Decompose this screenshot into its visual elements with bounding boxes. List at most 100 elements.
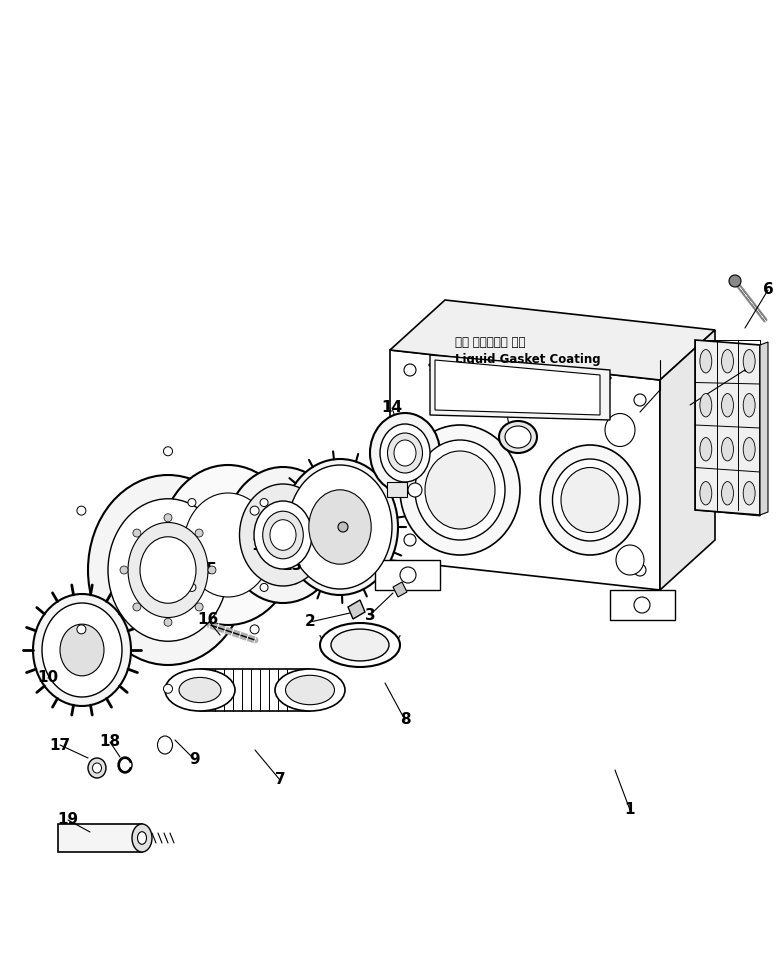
Ellipse shape xyxy=(160,465,296,625)
Text: 液状 ガスケット 塗布: 液状 ガスケット 塗布 xyxy=(455,336,525,348)
Ellipse shape xyxy=(282,459,398,595)
Ellipse shape xyxy=(404,364,416,376)
Ellipse shape xyxy=(188,583,196,592)
Ellipse shape xyxy=(208,566,216,574)
Text: 13: 13 xyxy=(281,558,302,573)
Ellipse shape xyxy=(634,597,650,613)
Text: 18: 18 xyxy=(99,735,121,750)
Ellipse shape xyxy=(700,393,712,417)
Polygon shape xyxy=(390,350,660,590)
Text: Liquid Gasket Coating: Liquid Gasket Coating xyxy=(455,354,601,366)
Ellipse shape xyxy=(408,483,422,497)
Ellipse shape xyxy=(394,440,416,466)
Ellipse shape xyxy=(370,413,440,493)
Ellipse shape xyxy=(263,511,303,559)
Ellipse shape xyxy=(240,484,327,586)
Ellipse shape xyxy=(140,537,196,603)
Ellipse shape xyxy=(499,421,537,453)
Text: 12: 12 xyxy=(317,514,338,529)
Ellipse shape xyxy=(729,275,741,287)
Ellipse shape xyxy=(634,564,646,576)
Ellipse shape xyxy=(250,625,259,634)
Polygon shape xyxy=(393,582,407,597)
Text: 17: 17 xyxy=(49,737,70,753)
Ellipse shape xyxy=(540,445,640,555)
Polygon shape xyxy=(58,824,142,852)
Ellipse shape xyxy=(164,619,172,626)
Ellipse shape xyxy=(743,437,755,461)
Ellipse shape xyxy=(380,424,430,482)
Ellipse shape xyxy=(179,677,221,703)
Ellipse shape xyxy=(722,437,734,461)
Ellipse shape xyxy=(270,520,296,550)
Ellipse shape xyxy=(260,583,268,592)
Ellipse shape xyxy=(33,594,131,706)
Ellipse shape xyxy=(275,669,345,711)
Text: 15: 15 xyxy=(197,563,218,577)
Ellipse shape xyxy=(400,567,416,583)
Polygon shape xyxy=(387,482,407,497)
Polygon shape xyxy=(435,360,600,415)
Polygon shape xyxy=(695,340,760,515)
Ellipse shape xyxy=(425,451,495,529)
Text: 5: 5 xyxy=(743,361,753,376)
Ellipse shape xyxy=(195,529,203,537)
Polygon shape xyxy=(430,355,610,420)
Text: 2: 2 xyxy=(305,615,316,629)
Polygon shape xyxy=(660,330,715,590)
Ellipse shape xyxy=(92,763,102,773)
Text: 8: 8 xyxy=(399,713,410,728)
Ellipse shape xyxy=(505,426,531,448)
Ellipse shape xyxy=(700,437,712,461)
Ellipse shape xyxy=(404,534,416,546)
Text: 19: 19 xyxy=(57,812,78,828)
Ellipse shape xyxy=(400,425,520,555)
Ellipse shape xyxy=(634,394,646,406)
Ellipse shape xyxy=(164,514,172,522)
Ellipse shape xyxy=(388,433,423,473)
Text: 6: 6 xyxy=(763,283,774,297)
Ellipse shape xyxy=(133,603,141,611)
Ellipse shape xyxy=(722,350,734,373)
Ellipse shape xyxy=(132,824,152,852)
Ellipse shape xyxy=(133,529,141,537)
Polygon shape xyxy=(348,600,365,619)
Ellipse shape xyxy=(157,736,172,754)
Ellipse shape xyxy=(77,506,86,515)
Text: 9: 9 xyxy=(189,753,200,767)
Ellipse shape xyxy=(108,499,228,642)
Text: 16: 16 xyxy=(197,613,218,627)
Text: 7: 7 xyxy=(275,773,285,787)
Ellipse shape xyxy=(164,447,172,456)
Ellipse shape xyxy=(260,499,268,506)
Ellipse shape xyxy=(120,566,128,574)
Ellipse shape xyxy=(225,467,341,603)
Text: 3: 3 xyxy=(365,607,375,622)
Ellipse shape xyxy=(195,603,203,611)
Ellipse shape xyxy=(88,475,248,665)
Ellipse shape xyxy=(164,685,172,693)
Ellipse shape xyxy=(722,393,734,417)
Ellipse shape xyxy=(60,624,104,676)
Ellipse shape xyxy=(165,669,235,711)
Ellipse shape xyxy=(743,393,755,417)
Polygon shape xyxy=(390,300,715,380)
Ellipse shape xyxy=(254,501,312,569)
Ellipse shape xyxy=(415,440,505,540)
Text: 10: 10 xyxy=(38,670,59,686)
Ellipse shape xyxy=(138,831,146,844)
Text: 1: 1 xyxy=(625,803,635,817)
Ellipse shape xyxy=(743,481,755,505)
Polygon shape xyxy=(610,590,675,620)
Ellipse shape xyxy=(605,413,635,447)
Ellipse shape xyxy=(616,545,644,575)
Ellipse shape xyxy=(77,625,86,634)
Ellipse shape xyxy=(188,499,196,506)
Text: 11: 11 xyxy=(251,537,272,552)
Ellipse shape xyxy=(700,481,712,505)
Text: 4: 4 xyxy=(498,387,508,403)
Ellipse shape xyxy=(286,675,334,705)
Ellipse shape xyxy=(42,603,122,697)
Ellipse shape xyxy=(320,623,400,667)
Polygon shape xyxy=(375,560,440,590)
